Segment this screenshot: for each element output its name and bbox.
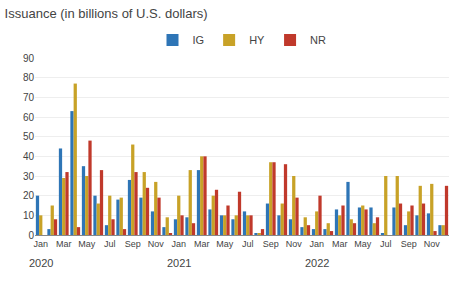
svg-text:70: 70 (23, 92, 35, 103)
svg-text:Jul: Jul (380, 239, 392, 249)
svg-text:Sep: Sep (125, 239, 141, 249)
svg-text:HY: HY (249, 34, 265, 46)
svg-text:80: 80 (23, 72, 35, 83)
svg-text:Jan: Jan (171, 239, 186, 249)
svg-text:May: May (216, 239, 234, 249)
svg-text:Mar: Mar (56, 239, 72, 249)
svg-text:Jan: Jan (309, 239, 324, 249)
svg-text:May: May (354, 239, 372, 249)
svg-text:30: 30 (23, 171, 35, 182)
svg-text:50: 50 (23, 131, 35, 142)
svg-text:NR: NR (310, 34, 326, 46)
svg-text:Jul: Jul (104, 239, 116, 249)
svg-text:Nov: Nov (424, 239, 441, 249)
svg-text:IG: IG (193, 34, 205, 46)
svg-text:90: 90 (23, 53, 35, 64)
svg-text:10: 10 (23, 210, 35, 221)
svg-text:Jan: Jan (33, 239, 48, 249)
svg-text:Jul: Jul (242, 239, 254, 249)
svg-text:Mar: Mar (194, 239, 210, 249)
svg-text:Sep: Sep (401, 239, 417, 249)
svg-text:Nov: Nov (148, 239, 165, 249)
svg-text:20: 20 (23, 190, 35, 201)
svg-text:2022: 2022 (305, 257, 329, 269)
svg-text:Mar: Mar (332, 239, 348, 249)
svg-text:Nov: Nov (286, 239, 303, 249)
svg-text:60: 60 (23, 112, 35, 123)
svg-text:2021: 2021 (167, 257, 191, 269)
svg-text:2020: 2020 (29, 257, 53, 269)
svg-text:40: 40 (23, 151, 35, 162)
svg-text:Issuance (in billions of U.S.: Issuance (in billions of U.S. dollars) (5, 6, 208, 21)
svg-text:0: 0 (28, 230, 34, 241)
svg-text:Sep: Sep (263, 239, 279, 249)
svg-text:May: May (78, 239, 96, 249)
